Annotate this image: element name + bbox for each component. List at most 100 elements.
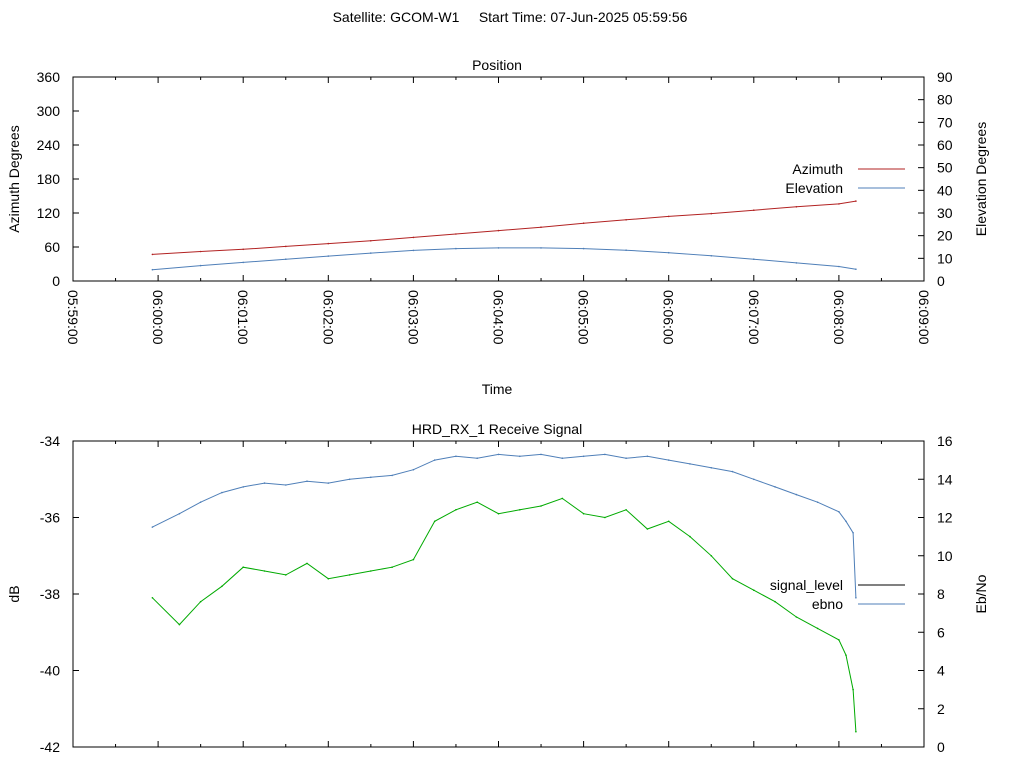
position-x-tick-label: 06:09:00	[916, 290, 932, 345]
signal-y-tick-label: -36	[40, 510, 60, 526]
signal-data-point	[625, 509, 627, 511]
signal-data-point	[306, 480, 308, 483]
signal-plot-frame	[72, 440, 925, 748]
signal-legend-label: signal_level	[770, 577, 843, 593]
signal-data-point	[370, 476, 372, 479]
position-x-tick-label: 06:03:00	[405, 290, 421, 345]
position-plot-frame	[72, 76, 925, 282]
signal-data-point	[816, 627, 819, 630]
signal-data-point	[855, 597, 857, 599]
signal-y2-tick-label: 6	[937, 624, 945, 640]
signal-data-point	[795, 493, 798, 496]
position-data-point	[497, 247, 500, 249]
position-y2-tick-label: 60	[937, 137, 953, 153]
position-data-point	[455, 233, 457, 235]
position-data-point	[151, 268, 154, 271]
position-data-point	[855, 200, 857, 202]
signal-data-point	[263, 482, 266, 484]
signal-y2-tick-label: 0	[937, 739, 945, 755]
signal-series-signal-level	[152, 497, 857, 732]
position-y-tick-label: 120	[37, 205, 61, 221]
position-data-point	[753, 209, 755, 211]
signal-data-point	[838, 511, 840, 513]
signal-data-point	[497, 453, 500, 456]
signal-data-point	[604, 516, 606, 519]
signal-data-point	[540, 453, 542, 456]
position-data-point	[412, 249, 415, 252]
position-y2-axis-label: Elevation Degrees	[973, 122, 989, 236]
position-data-point	[582, 222, 585, 224]
position-data-point	[667, 215, 670, 218]
signal-data-point	[667, 520, 670, 523]
position-data-point	[795, 262, 798, 264]
signal-data-point	[519, 455, 521, 458]
signal-chart-title: HRD_RX_1 Receive Signal	[412, 421, 582, 437]
position-data-point	[199, 250, 202, 253]
signal-data-point	[561, 457, 564, 460]
position-data-point	[710, 212, 713, 215]
position-y2-tick-label: 90	[937, 69, 953, 85]
signal-y2-axis-label: Eb/No	[973, 574, 989, 613]
signal-y2-tick-label: 12	[937, 510, 953, 526]
signal-data-point	[845, 654, 847, 656]
position-data-point	[412, 236, 415, 239]
signal-data-point	[855, 730, 857, 733]
signal-data-point	[731, 577, 734, 580]
position-data-point	[242, 248, 244, 251]
signal-data-point	[625, 457, 627, 460]
position-chart: Position Time Azimuth Degrees Elevation …	[6, 57, 989, 397]
signal-data-point	[285, 484, 287, 486]
position-data-point	[795, 206, 798, 208]
position-chart-title: Position	[472, 57, 522, 73]
position-series-elevation	[152, 247, 856, 271]
position-data-point	[855, 268, 857, 271]
signal-data-point	[710, 467, 713, 469]
signal-data-point	[795, 616, 798, 618]
position-data-point	[455, 247, 457, 250]
signal-data-point	[582, 512, 585, 515]
position-data-point	[753, 258, 755, 261]
signal-data-point	[433, 520, 436, 523]
position-series-azimuth	[152, 200, 856, 255]
position-x-tick-label: 06:07:00	[746, 290, 762, 345]
position-y2-tick-label: 30	[937, 205, 953, 221]
position-y2-tick-label: 20	[937, 228, 953, 244]
signal-chart: HRD_RX_1 Receive Signal dB Eb/No -42 -40 -…	[6, 421, 989, 755]
position-data-point	[582, 247, 585, 250]
signal-y-tick-label: -38	[40, 586, 60, 602]
position-x-tick-label: 06:06:00	[661, 290, 677, 345]
signal-data-point	[412, 558, 415, 561]
position-data-point	[625, 249, 627, 251]
signal-data-point	[242, 486, 244, 488]
signal-data-point	[838, 639, 840, 641]
signal-data-point	[151, 526, 154, 528]
position-x-tick-label: 06:08:00	[831, 290, 847, 345]
signal-y2-tick-label: 10	[937, 548, 953, 564]
position-y-tick-label: 60	[44, 239, 60, 255]
signal-data-point	[852, 688, 854, 691]
position-data-point	[625, 219, 627, 221]
position-data-point	[838, 203, 840, 205]
signal-data-point	[263, 570, 266, 572]
position-y-axis-label: Azimuth Degrees	[6, 125, 22, 232]
signal-data-point	[221, 585, 223, 588]
position-data-point	[285, 258, 287, 261]
signal-data-point	[519, 509, 521, 511]
position-y2-tick-label: 80	[937, 92, 953, 108]
position-data-point	[327, 255, 330, 257]
signal-data-point	[689, 535, 691, 538]
signal-y2-tick-label: 4	[937, 663, 945, 679]
signal-data-point	[412, 468, 415, 471]
signal-data-point	[455, 509, 457, 511]
position-data-point	[199, 264, 202, 267]
signal-data-point	[845, 520, 847, 523]
position-data-point	[540, 247, 542, 249]
signal-y2-tick-label: 14	[937, 471, 953, 487]
signal-data-point	[221, 491, 223, 494]
position-x-tick-label: 06:04:00	[491, 290, 507, 345]
position-y-tick-label: 180	[37, 171, 61, 187]
signal-data-point	[753, 478, 755, 481]
position-data-point	[285, 245, 287, 248]
position-y2-tick-label: 10	[937, 250, 953, 266]
